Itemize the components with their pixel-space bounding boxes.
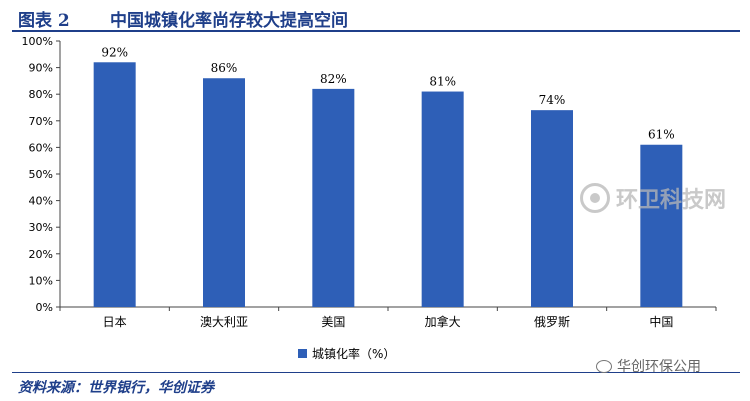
bar [93,62,136,307]
y-tick-label: 30% [29,221,53,234]
y-tick-label: 90% [29,62,53,75]
watermark-logo-icon [580,183,610,213]
bar-data-label: 92% [101,45,128,59]
chart-bars: 92% 86% 82% 81% 74% 61% [93,45,683,308]
x-tick-label: 日本 [103,315,127,329]
bar [312,88,355,307]
bar-data-label: 86% [211,61,238,75]
x-tick-label: 中国 [649,314,673,329]
source-text: 资料来源：世界银行，华创证券 [18,380,214,396]
source-bar: 资料来源：世界银行，华创证券 [12,372,740,399]
x-tick-label: 加拿大 [425,314,461,329]
bar [531,110,573,307]
chart-axes: 0% 10% 20% 30% 40% 50% 60% 70% 80% 90% 100% 日本 澳大利亚 美… [22,35,717,329]
y-tick-label: 70% [29,115,53,128]
y-tick-label: 20% [29,248,53,261]
x-tick-label: 澳大利亚 [200,315,248,329]
legend-label: 城镇化率（%） [312,347,396,361]
watermark-center-text: 环卫科技网 [616,188,727,213]
y-tick-label: 0% [36,301,53,314]
watermark-center: 环卫科技网 [580,182,726,214]
chart-legend: 城镇化率（%） [298,345,395,362]
y-tick-label: 40% [29,195,53,208]
figure-label: 图表 2 [18,11,70,31]
x-tick-label: 美国 [321,315,345,329]
bar [421,91,464,307]
wechat-icon [596,359,612,373]
bar [640,144,683,307]
bar-data-label: 74% [539,93,566,107]
chart-title: 中国城镇化率尚存较大提高空间 [110,11,348,31]
y-tick-label: 60% [29,141,53,154]
bar [203,78,245,308]
legend-swatch [298,349,307,358]
y-tick-label: 10% [29,274,53,287]
bar-data-label: 61% [648,128,675,142]
y-tick-label: 50% [29,168,53,181]
x-tick-label: 俄罗斯 [534,315,570,329]
watermark-corner-text: 华创环保公用 [617,359,701,375]
y-tick-label: 100% [22,35,53,48]
watermark-corner: 华创环保公用 [596,356,701,376]
bar-data-label: 81% [429,75,456,89]
chart-title-bar: 图表 2 中国城镇化率尚存较大提高空间 [12,2,740,32]
bar-data-label: 82% [320,72,347,86]
y-tick-label: 80% [29,88,53,101]
